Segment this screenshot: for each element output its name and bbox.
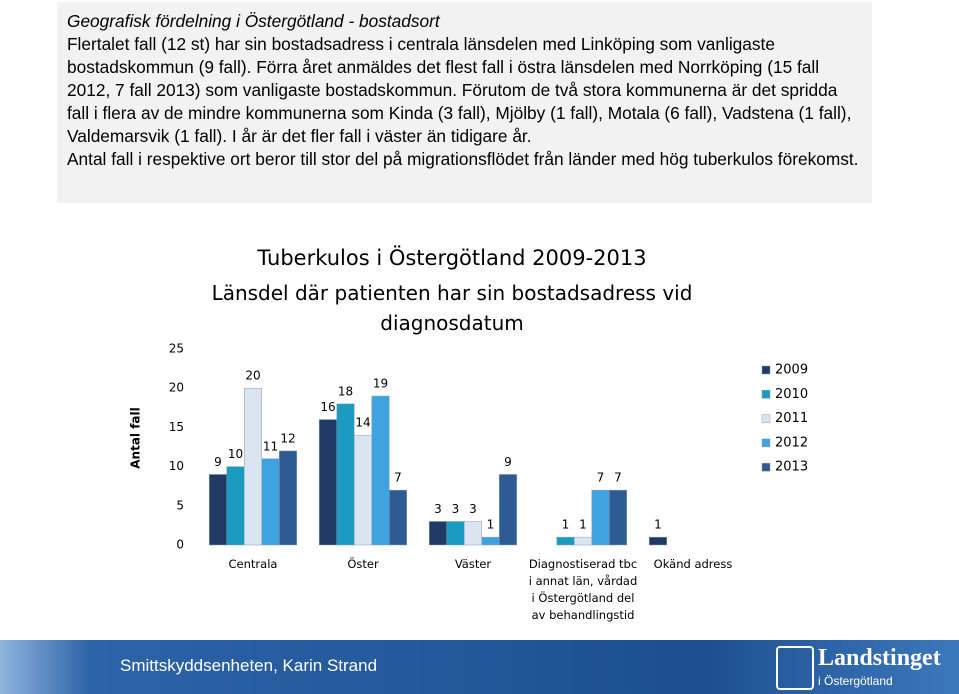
legend-swatch [761, 462, 771, 472]
x-tick-label: Öster [347, 557, 379, 571]
y-tick-label: 0 [176, 538, 184, 552]
bar [371, 395, 390, 546]
bar [591, 489, 610, 546]
value-label: 12 [280, 431, 295, 445]
chart-subtitle: Länsdel där patienten har sin bostadsadr… [211, 281, 693, 335]
legend-label: 2009 [775, 363, 808, 378]
logo-icon [776, 646, 814, 690]
paragraph: Antal fall i respektive ort beror till s… [67, 149, 859, 169]
y-tick-label: 25 [169, 342, 184, 356]
bar [261, 458, 280, 546]
legend-label: 2013 [775, 460, 808, 475]
legend-label: 2010 [775, 387, 808, 402]
footer: Smittskyddsenheten, Karin Strand Landsti… [0, 640, 959, 694]
bar [481, 536, 500, 546]
value-label: 10 [228, 447, 243, 461]
value-label: 16 [320, 400, 335, 414]
legend-swatch [761, 390, 771, 399]
value-label: 9 [214, 455, 222, 469]
legend-swatch [761, 365, 771, 375]
y-axis-label: Antal fall [129, 407, 143, 469]
x-tick-label: Väster [454, 557, 492, 571]
value-label: 7 [394, 471, 402, 485]
value-label: 3 [469, 502, 477, 516]
bar [499, 474, 517, 546]
legend-swatch [761, 438, 771, 448]
value-label: 3 [434, 502, 442, 516]
legend-label: 2011 [775, 411, 808, 426]
bar [209, 474, 227, 546]
section-title: Geografisk fördelning i Östergötland - b… [67, 11, 440, 31]
value-label: 7 [597, 471, 605, 485]
bar [226, 466, 245, 546]
value-label: 11 [263, 439, 278, 453]
bar [389, 489, 407, 546]
legend-label: 2012 [775, 435, 808, 450]
y-tick-label: 20 [169, 381, 184, 395]
bar [319, 419, 337, 546]
y-tick-label: 10 [169, 459, 184, 473]
value-label: 9 [504, 455, 512, 469]
logo-sub: i Östergötland [818, 674, 893, 688]
bar [244, 387, 262, 546]
value-label: 19 [373, 377, 388, 391]
value-label: 1 [562, 518, 570, 532]
value-label: 18 [338, 384, 353, 398]
bar [464, 521, 482, 546]
value-label: 1 [579, 518, 587, 532]
x-tick-label: Centrala [228, 557, 278, 571]
bar [609, 489, 627, 546]
footer-text: Smittskyddsenheten, Karin Strand [120, 656, 378, 675]
value-label: 1 [654, 518, 662, 532]
value-label: 3 [452, 502, 460, 516]
value-label: 7 [614, 471, 622, 485]
text-box: Geografisk fördelning i Östergötland - b… [57, 2, 872, 203]
x-tick-label: Diagnostiserad tbc i annat län, vårdad i… [528, 557, 638, 622]
bar [279, 450, 297, 546]
bar [556, 536, 575, 546]
logo-main: Landstinget [818, 645, 941, 671]
value-label: 14 [355, 416, 370, 430]
y-tick-label: 15 [169, 420, 184, 434]
chart-title: Tuberkulos i Östergötland 2009-2013 [257, 246, 647, 270]
legend-swatch [761, 414, 771, 423]
bar [446, 521, 465, 546]
value-label: 1 [487, 518, 495, 532]
paragraph: Flertalet fall (12 st) har sin bostadsad… [67, 34, 852, 146]
y-tick-label: 5 [176, 498, 184, 512]
bar [649, 536, 667, 546]
bar [574, 536, 592, 546]
value-label: 20 [245, 369, 260, 383]
x-tick-label: Okänd adress [653, 557, 733, 571]
bar [354, 434, 372, 546]
bar [429, 521, 447, 546]
bar [336, 403, 355, 546]
